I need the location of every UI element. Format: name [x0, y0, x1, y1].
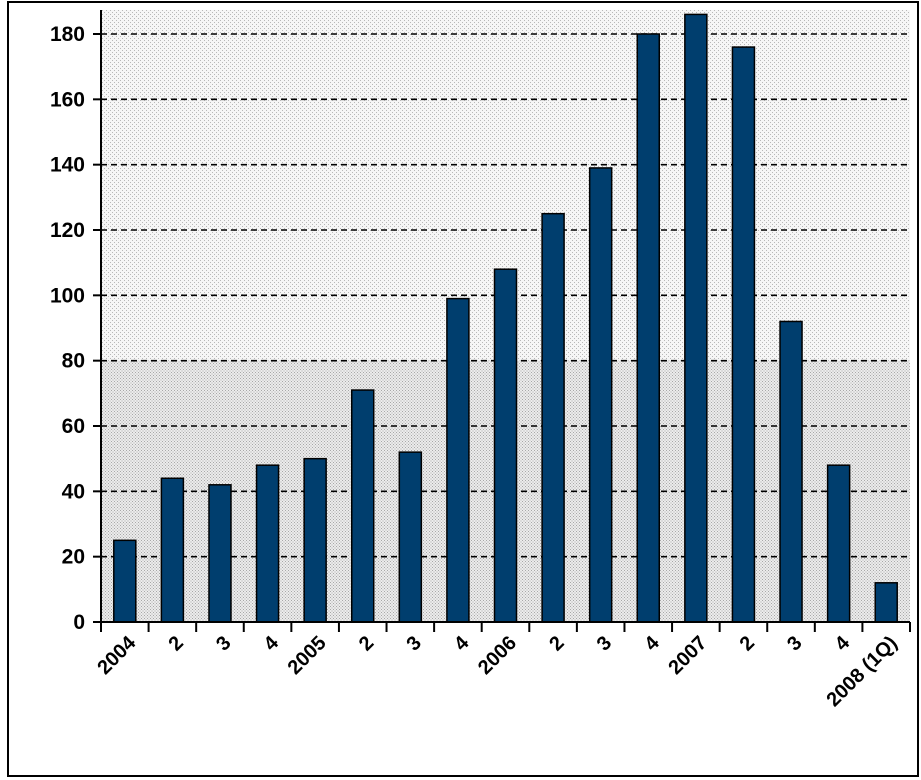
- bars: [113, 13, 898, 623]
- bar: [446, 297, 470, 623]
- y-tick-label: 160: [50, 88, 85, 111]
- bar: [541, 212, 565, 623]
- bar: [588, 167, 613, 623]
- y-tick-labels: 0 20 40 60 80 100 120 140 160 180: [50, 23, 85, 634]
- bar: [255, 464, 280, 623]
- y-tick-label: 180: [50, 23, 85, 46]
- bar: [874, 582, 898, 623]
- y-tick-label: 120: [50, 219, 85, 242]
- bar: [636, 33, 661, 623]
- bar: [303, 457, 327, 623]
- y-tick-label: 0: [73, 611, 85, 634]
- bar: [208, 484, 232, 623]
- bar: [350, 389, 375, 623]
- bar: [731, 46, 756, 623]
- y-tick-label: 100: [50, 284, 85, 307]
- y-tick-label: 40: [62, 480, 85, 503]
- bar: [113, 539, 137, 623]
- bar: [826, 464, 851, 623]
- y-tick-label: 20: [62, 546, 85, 569]
- bar: [160, 477, 185, 623]
- bar: [779, 320, 803, 623]
- bar: [493, 268, 518, 623]
- y-tick-label: 80: [62, 350, 85, 373]
- axes: [93, 10, 911, 632]
- bar: [684, 13, 708, 623]
- y-tick-label: 140: [50, 154, 85, 177]
- bar: [398, 451, 423, 623]
- y-tick-label: 60: [62, 415, 85, 438]
